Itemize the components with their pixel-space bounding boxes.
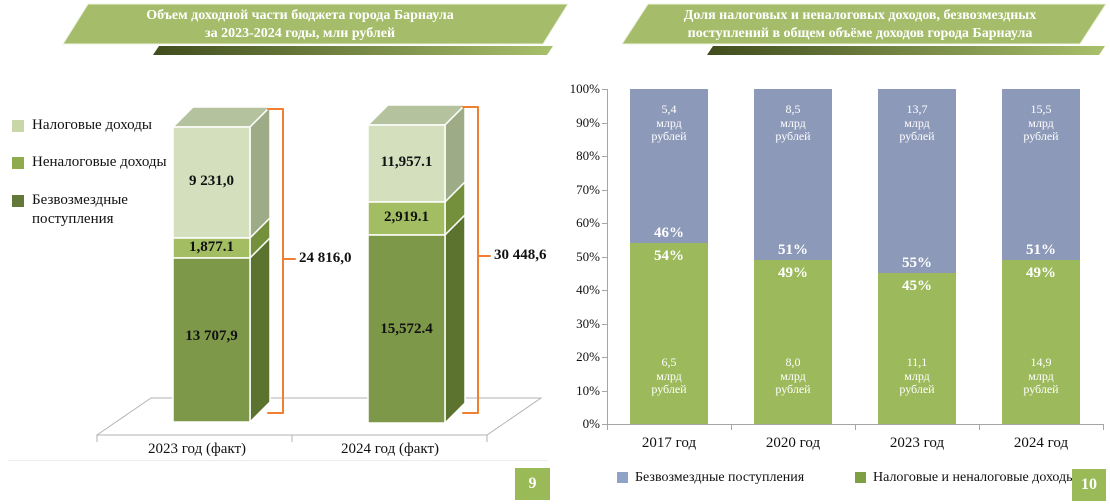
category-2023: 2023 год (факт) (148, 441, 246, 457)
grants-pct: 46% (654, 225, 684, 241)
legend-item-nontax: Неналоговые доходы (12, 153, 192, 172)
bar-2023-side-grant (249, 237, 271, 423)
tax-swatch-icon (855, 472, 866, 483)
grants-amount: 15,5 млрд рублей (1023, 102, 1059, 143)
tax-pct: 49% (778, 265, 808, 281)
x-axis-line (602, 424, 1104, 425)
left-banner-shape (62, 3, 569, 45)
tax-amount: 14,9 млрд рублей (1023, 355, 1059, 396)
legend-label: Неналоговые доходы (32, 154, 167, 170)
left-chart-area: Налоговые доходы Неналоговые доходы Безв… (0, 60, 555, 504)
bracket-2024 (462, 106, 479, 414)
legend-label: Налоговые и неналоговые доходы (873, 470, 1076, 485)
value-2023-nontax: 1,877.1 (189, 239, 234, 255)
stacked-bar-2023: 13,7 млрд рублей 55% 45% 11,1 млрд рубле… (878, 89, 956, 424)
ytick-100: 100% (569, 81, 600, 96)
tax-amount: 6,5 млрд рублей (651, 355, 687, 396)
bar-2023-side-tax (249, 106, 271, 239)
bar-2023 (172, 106, 271, 423)
bar-2024-side-grant (444, 214, 466, 424)
page-number-badge: 9 (515, 468, 550, 500)
value-2024-nontax: 2,919.1 (384, 209, 429, 225)
legend-item-tax: Налоговые доходы (12, 116, 192, 135)
category-2020: 2020 год (765, 435, 821, 451)
tax-pct: 45% (902, 278, 932, 294)
bar-2024 (367, 104, 466, 424)
stacked-bar-2020: 8,5 млрд рублей 51% 49% 8,0 млрд рублей (754, 89, 832, 424)
left-slide-title: Объем доходной части бюджета города Барн… (146, 8, 454, 41)
tax-segment (754, 260, 832, 424)
legend-item-tax: Налоговые и неналоговые доходы (855, 469, 1076, 486)
category-2017: 2017 год (641, 435, 697, 451)
bar-2024-front-grant (367, 234, 446, 424)
grants-swatch-icon (617, 472, 628, 483)
left-banner-stripe (153, 46, 553, 55)
ytick-70: 70% (576, 182, 600, 197)
right-banner-shape (621, 3, 1107, 45)
ytick-80: 80% (576, 148, 600, 163)
total-2023: 24 816,0 (299, 250, 352, 266)
grants-pct: 51% (1026, 242, 1056, 258)
ytick-0: 0% (582, 416, 600, 431)
stacked-bar-2024: 15,5 млрд рублей 51% 49% 14,9 млрд рубле… (1002, 89, 1080, 424)
category-2024: 2024 год (1013, 435, 1069, 451)
grants-amount: 8,5 млрд рублей (775, 102, 811, 143)
ytick-40: 40% (576, 282, 600, 297)
right-chart-area: 100% 90% 80% 70% 60% 50% 40% 30% 20% 10%… (555, 60, 1110, 504)
tax-swatch-icon (12, 120, 24, 132)
tax-pct: 49% (1026, 265, 1056, 281)
legend-item-grants: Безвозмездные поступления (617, 469, 804, 486)
ytick-10: 10% (576, 383, 600, 398)
legend-item-grant: Безвозмездные поступления (12, 191, 172, 229)
title-banners (62, 3, 1107, 55)
right-slide-title: Доля налоговых и неналоговых доходов, бе… (683, 8, 1037, 41)
grants-amount: 5,4 млрд рублей (651, 102, 687, 143)
total-2024: 30 448,6 (494, 247, 547, 263)
tax-segment (1002, 260, 1080, 424)
grants-amount: 13,7 млрд рублей (899, 102, 935, 143)
tax-pct: 54% (654, 248, 684, 264)
stacked-bar-2017: 5,4 млрд рублей 46% 54% 6,5 млрд рублей (630, 89, 708, 424)
total-brackets (267, 106, 491, 414)
legend-label: Безвозмездные поступления (32, 192, 128, 227)
category-2023: 2023 год (889, 435, 945, 451)
ytick-30: 30% (576, 316, 600, 331)
page-number-badge: 10 (1072, 469, 1106, 501)
ytick-90: 90% (576, 115, 600, 130)
grants-segment (1002, 89, 1080, 260)
ytick-60: 60% (576, 215, 600, 230)
value-2023-grant: 13 707,9 (185, 328, 238, 344)
right-banner-stripe (707, 46, 1105, 55)
tax-amount: 8,0 млрд рублей (775, 355, 811, 396)
value-2024-tax: 11,957.1 (380, 154, 433, 170)
category-2024: 2024 год (факт) (341, 441, 439, 457)
ytick-50: 50% (576, 249, 600, 264)
grants-pct: 51% (778, 242, 808, 258)
tax-amount: 11,1 млрд рублей (899, 355, 935, 396)
chart-bottom-border (8, 460, 548, 461)
legend-label: Налоговые доходы (32, 117, 152, 133)
grants-segment (630, 89, 708, 243)
bar-2024-front-nontax (367, 201, 446, 236)
bar-2023-front-grant (172, 257, 251, 423)
tax-segment (878, 273, 956, 424)
bar-2024-front-tax (367, 124, 446, 203)
legend-label: Безвозмездные поступления (635, 470, 805, 485)
bracket-2023 (267, 108, 284, 414)
left-3d-chart (95, 104, 543, 442)
y-axis-line (607, 89, 608, 425)
grants-segment (754, 89, 832, 260)
ytick-20: 20% (576, 349, 600, 364)
grant-swatch-icon (12, 195, 24, 207)
nontax-swatch-icon (12, 157, 24, 169)
chart-floor (95, 397, 543, 436)
value-2023-tax: 9 231,0 (189, 173, 234, 189)
grants-pct: 55% (902, 255, 932, 271)
grants-segment (878, 89, 956, 273)
value-2024-grant: 15,572.4 (380, 321, 433, 337)
tax-segment (630, 243, 708, 424)
